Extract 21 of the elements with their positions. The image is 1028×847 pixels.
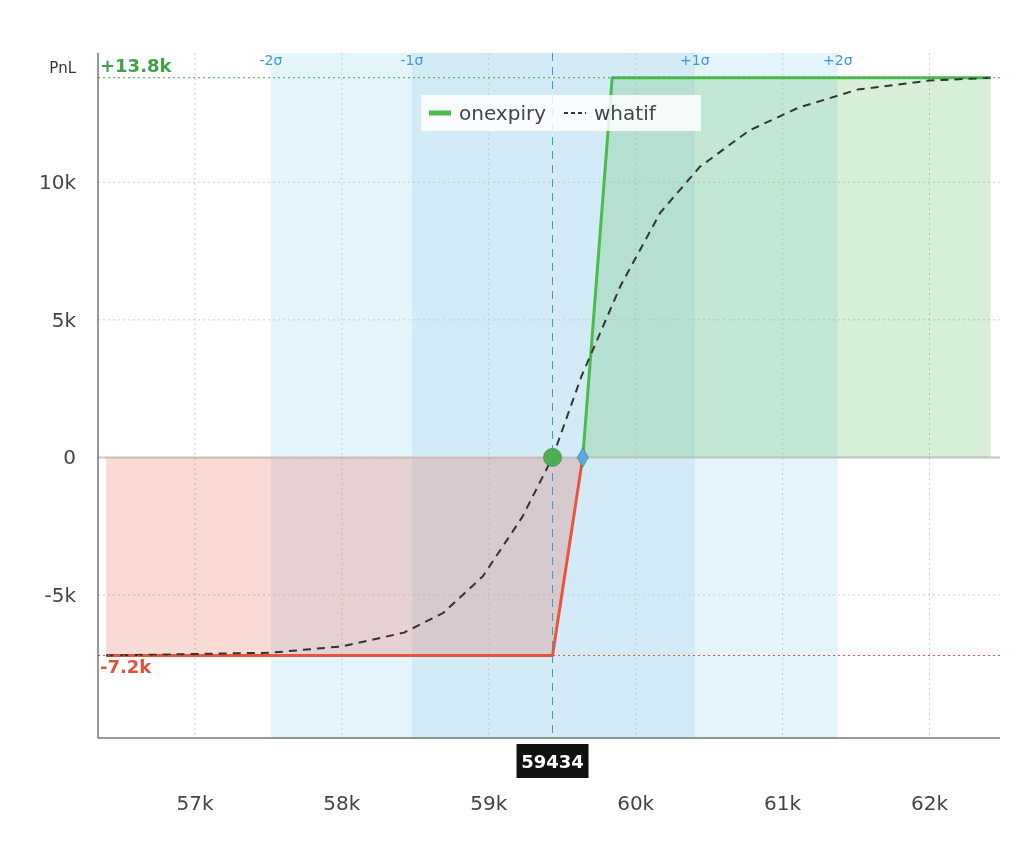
- ref-line-label: -7.2k: [100, 656, 153, 678]
- y-tick-label: -5k: [44, 582, 77, 607]
- ref-line-label: +13.8k: [100, 54, 173, 76]
- y-axis-title: PnL: [49, 59, 77, 77]
- band-label: -1σ: [400, 52, 424, 68]
- y-tick-label: 5k: [51, 307, 77, 332]
- x-tick-label: 58k: [323, 791, 361, 815]
- x-tick-label: 62k: [910, 791, 949, 815]
- legend-label: onexpiry: [459, 101, 547, 125]
- band-label: +1σ: [680, 52, 710, 68]
- x-tick-label: 60k: [617, 791, 655, 815]
- y-tick-label: 10k: [38, 170, 77, 195]
- ref-line-label: 59434: [521, 751, 584, 772]
- y-tick-label: 0: [63, 445, 76, 470]
- x-tick-label: 61k: [764, 791, 802, 815]
- x-tick-label: 59k: [470, 791, 508, 815]
- x-tick-label: 57k: [176, 791, 214, 815]
- band-label: -2σ: [259, 52, 283, 68]
- legend-label: whatif: [594, 101, 657, 125]
- band-label: +2σ: [823, 52, 853, 68]
- line-series: [105, 76, 992, 657]
